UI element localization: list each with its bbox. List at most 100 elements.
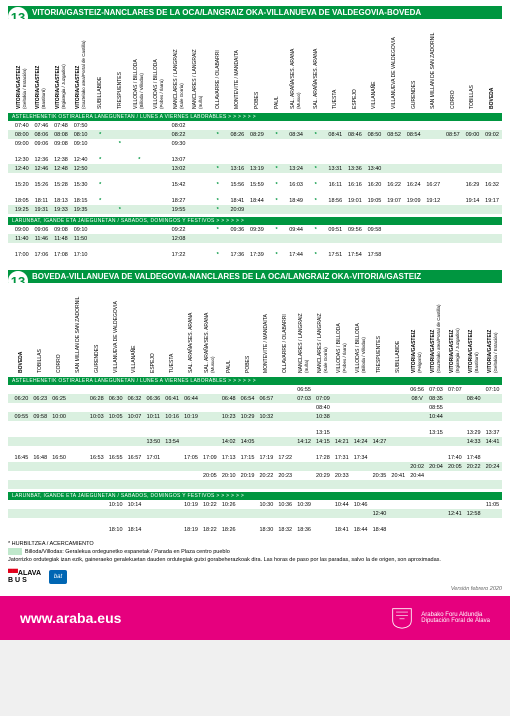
time-cell: 14:21 [332,439,351,445]
stop-label: ESPEJO [150,353,156,373]
stop-label: OLLAVARRE / OLABARRI [282,314,288,373]
time-cell: 12:36 [32,157,52,163]
stop-cell: VILLANAÑE [125,285,144,375]
logo-alavabus: ▀▀ALAVABUS [8,570,41,584]
stop-label: GURENDES [94,345,100,373]
time-cell: 10:26 [219,502,238,508]
time-row: 10:1010:1410:1910:2210:2610:3010:3610:39… [8,500,502,509]
time-cell: 16:16 [345,182,365,188]
time-cell: 11:48 [51,236,71,242]
time-cell: 18:05 [12,198,32,204]
time-cell: 09:06 [32,141,52,147]
stop-label: OLLAVARRE / OLABARRI [215,50,221,109]
route2-weekday-label: ASTELEHENETIK OSTIRALERA LANEGUNETAN / L… [8,377,502,385]
time-cell: 09:02 [482,132,502,138]
route2-header: 13 BOVEDA-VILLANUEVA DE VALDEGOVIA-NANCL… [8,270,502,283]
stop-cell: MONTEVITE / MANDAITA [257,285,276,375]
time-cell: 18:48 [370,527,389,533]
stop-label: SUBILLABIDE [395,341,401,373]
time-cell: 16:24 [404,182,424,188]
time-cell: 15:28 [51,182,71,188]
time-cell: 10:00 [50,414,69,420]
time-cell: 17:58 [365,252,385,258]
time-cell: * [208,227,228,233]
time-cell: 14:05 [238,439,257,445]
time-cell: 09:58 [365,227,385,233]
time-cell: 08:08 [51,132,71,138]
time-cell: 17:40 [445,455,464,461]
time-cell: 13:02 [169,166,189,172]
time-cell: 09:36 [228,227,248,233]
time-cell: * [267,227,287,233]
stop-cell: NANCLARES / LANGRAIZ(Kale Gorria) [169,21,189,111]
time-cell: 16:22 [384,182,404,188]
stop-label: MONTEVITE / MANDAITA [263,314,269,373]
time-cell: 15:56 [228,182,248,188]
stop-cell: SAL. ARAÑA/SES. ARANA [306,21,326,111]
stop-label: VILLODAS / BILLODA(Billoda / Villodas) [133,59,145,109]
time-cell: 06:28 [87,396,106,402]
stop-cell: TOBILLAS [463,21,483,111]
time-cell: 10:11 [144,414,163,420]
time-cell: 06:48 [219,396,238,402]
stop-label: VITORIA/GASTEIZ(Bastiturri) [468,330,480,373]
stop-cell: TRESPUENTES [370,285,389,375]
time-cell: 19:05 [365,198,385,204]
time-cell: 06:56 [408,387,427,393]
stop-label: CORRO [56,354,62,373]
time-row: 09:5509:5810:0010:0310:0510:0710:1110:16… [8,412,502,421]
time-row: 15:2015:2615:2815:30*15:42*15:5615:59*16… [8,180,502,189]
time-cell: * [267,252,287,258]
time-cell: * [208,252,228,258]
route2-number: 13 [8,270,30,283]
time-cell: 17:06 [32,252,52,258]
time-cell: 19:31 [32,207,52,213]
time-cell: * [306,182,326,188]
stop-label: VITORIA/GASTEIZ(Geltokia / Estación) [487,330,499,373]
time-cell: 16:03 [286,182,306,188]
time-row: 20:0520:1020:1920:2220:2320:2920:3320:35… [8,471,502,480]
time-cell: 06:41 [163,396,182,402]
route2-weekend-label: LARUNBAT, IGANDE ETA JAIEGUNETAN / SABAD… [8,492,502,500]
time-row: 12:4012:4112:58 [8,509,502,518]
time-cell: 07:03 [427,387,446,393]
stop-label: VITORIA/GASTEIZ(Egiategia / Juzgados) [449,328,461,373]
stop-label: VILLANAÑE [371,81,377,109]
time-cell: 12:30 [12,157,32,163]
time-cell: 10:07 [125,414,144,420]
stop-label: NANCLARES / LANGRAIZ(Iruña) [192,49,204,109]
time-cell: 19:12 [423,198,443,204]
time-cell: 06:36 [144,396,163,402]
time-cell: 10:44 [427,414,446,420]
time-row: 09:0009:0609:0809:1009:22*09:3609:39*09:… [8,225,502,234]
time-cell: 10:38 [314,414,333,420]
stop-label: BOVEDA [18,352,24,373]
notes: * HURBILTZEA / ACERCAMIENTO Billoda/Vill… [8,540,502,564]
time-cell: 20:44 [408,473,427,479]
time-cell: * [90,157,110,163]
time-cell: 20:41 [389,473,408,479]
time-row: 18:0518:1118:1318:15*18:27*18:4118:44*18… [8,196,502,205]
time-row: 06:5506:5607:0307:0707:10 [8,385,502,394]
route1-title: VITORIA/GASTEIZ-NANCLARES DE LA OCA/LANG… [32,8,421,17]
stop-label: ESPEJO [352,89,358,109]
time-cell: * [110,207,130,213]
time-cell: 20:35 [370,473,389,479]
stop-label: SAN MILLAN DE SAN ZADORNIL [75,297,81,373]
stop-cell: SAN MILLAN DE SAN ZADORNIL [69,285,88,375]
time-cell: 15:42 [169,182,189,188]
time-row: 08:4008:55 [8,403,502,412]
time-cell: 08:02 [169,123,189,129]
time-cell: 11:40 [12,236,32,242]
time-cell: 12:48 [51,166,71,172]
time-cell: 13:37 [483,430,502,436]
stop-label: MONTEVITE / MANDAITA [234,50,240,109]
time-cell: 08:46 [345,132,365,138]
time-cell: 08:22 [169,132,189,138]
time-cell: * [208,198,228,204]
time-cell: * [90,198,110,204]
stop-label: VILLANAÑE [131,345,137,373]
time-cell: 18:22 [200,527,219,533]
time-cell: 18:49 [286,198,306,204]
stop-cell: TOBILLAS [31,285,50,375]
